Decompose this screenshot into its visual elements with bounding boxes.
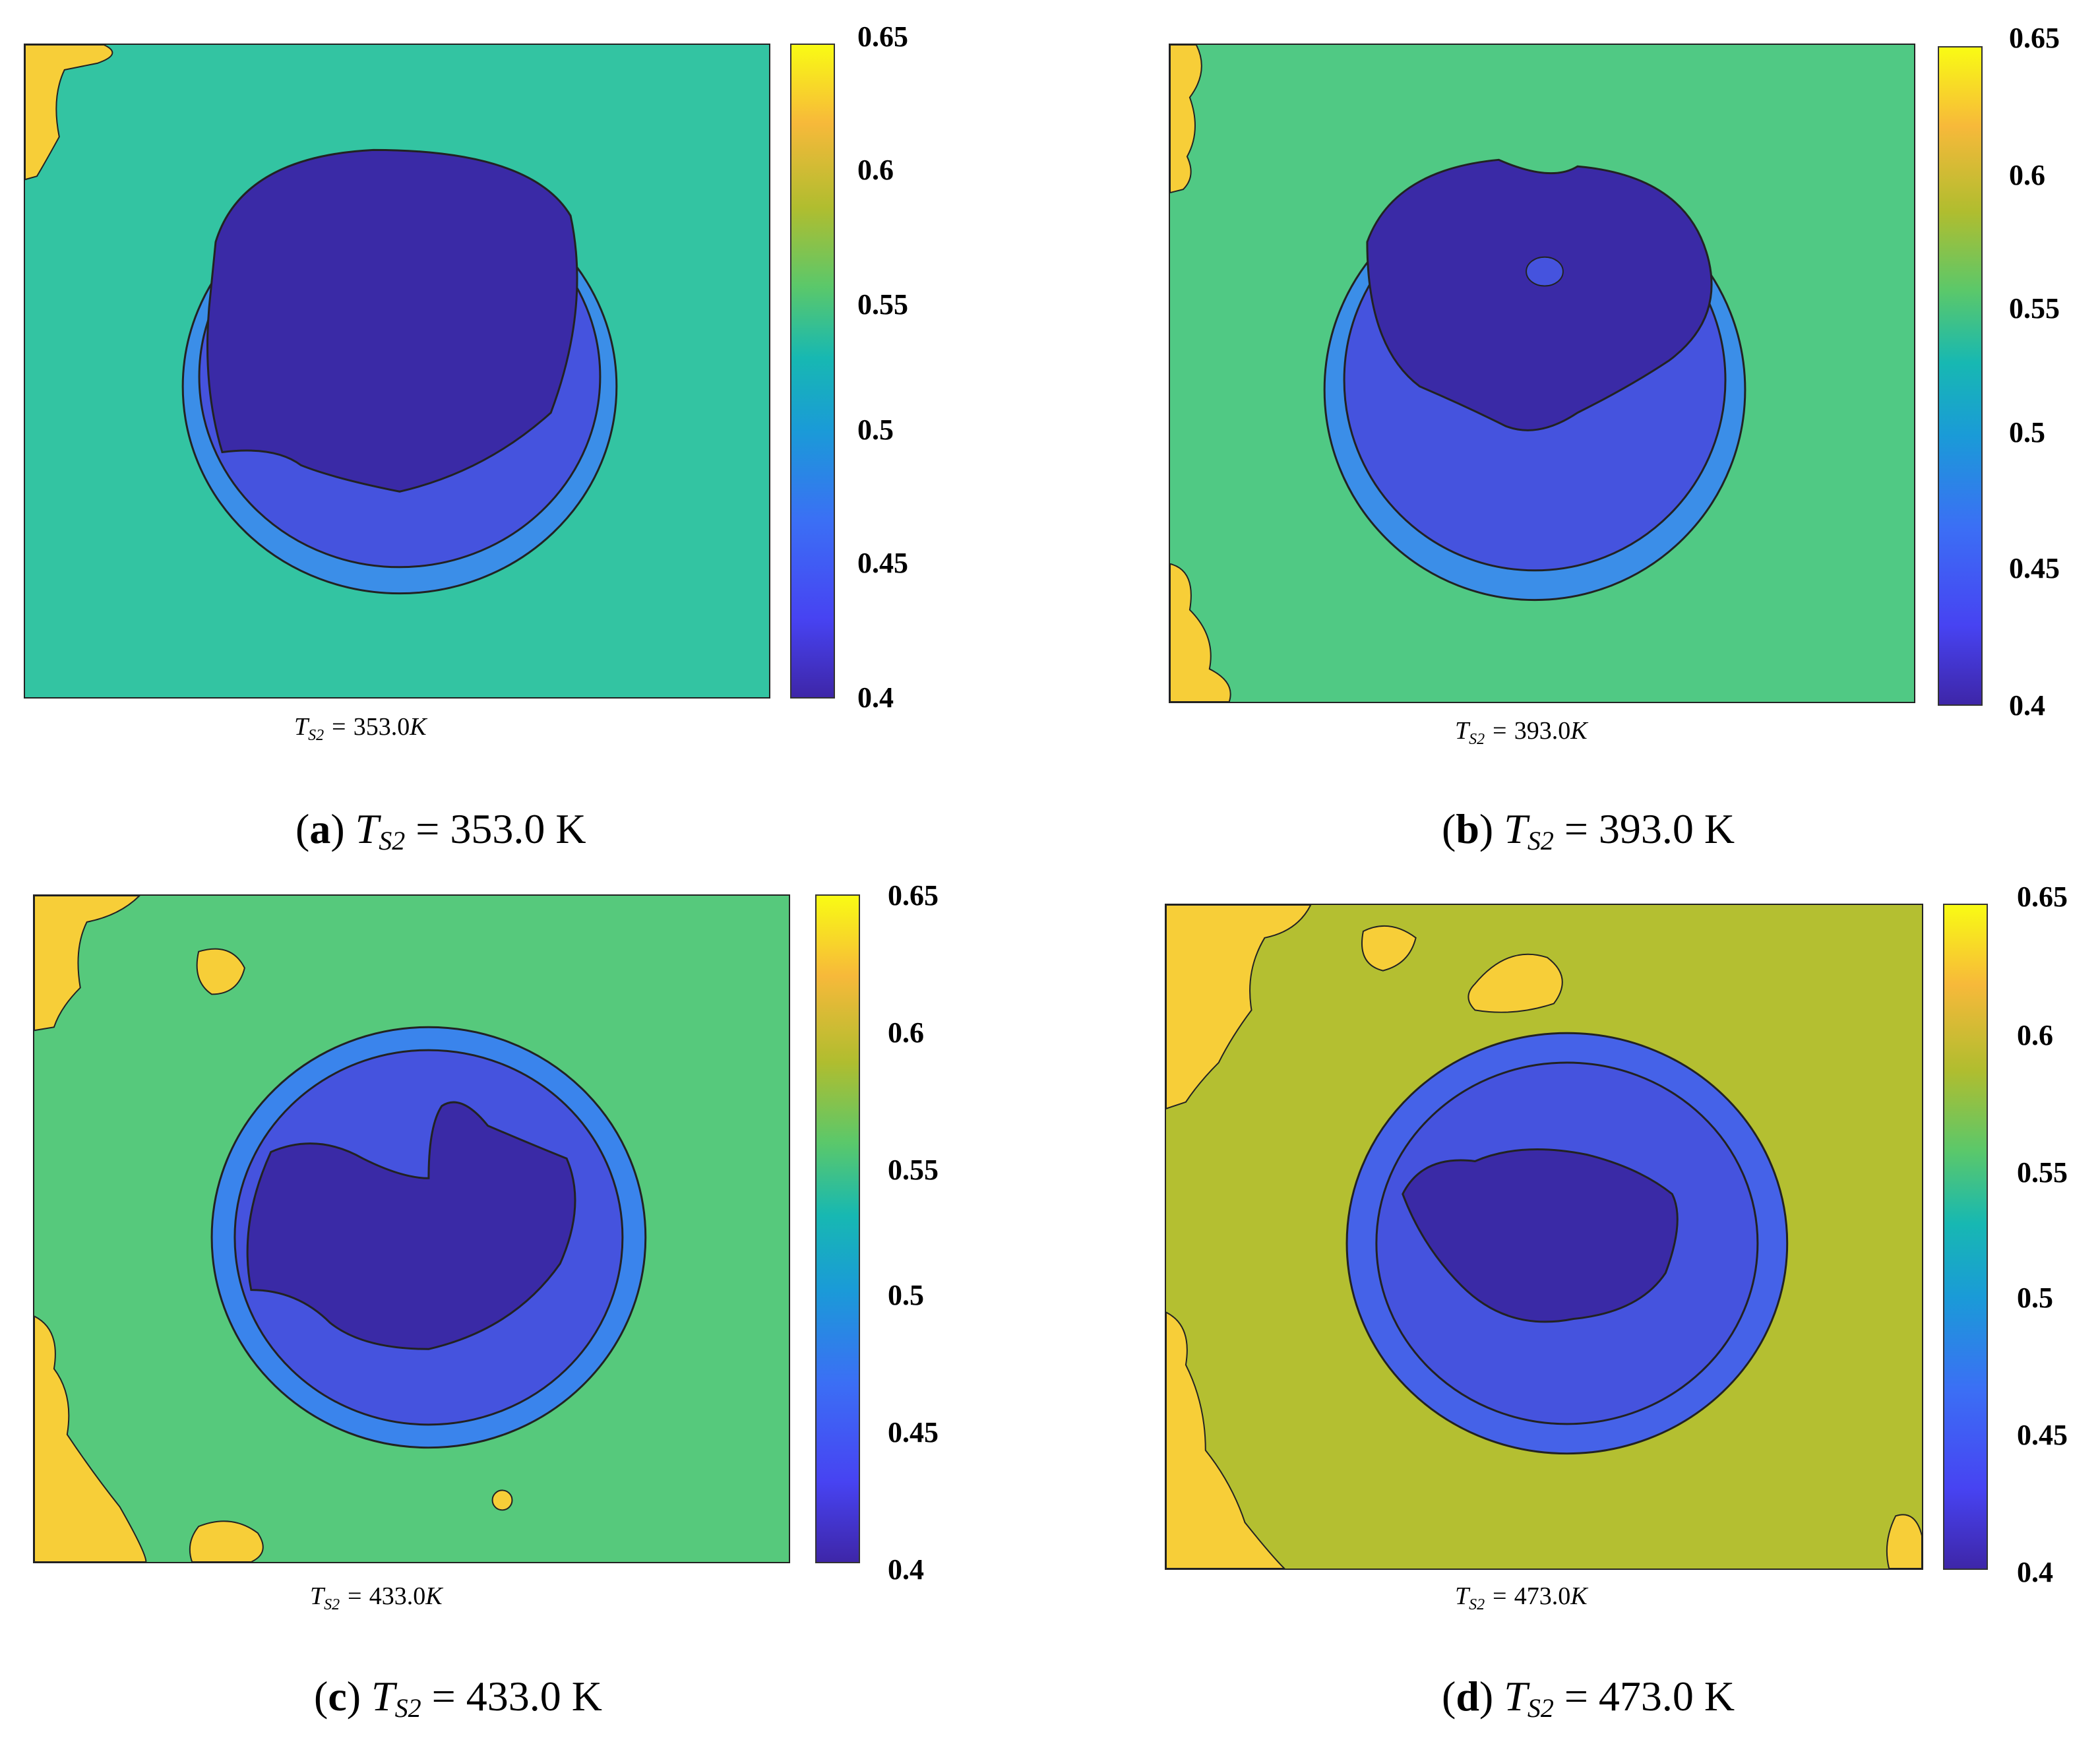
heatmap-plot-b bbox=[1169, 44, 1915, 703]
droplet-hole-b bbox=[1526, 256, 1564, 287]
colorbar-tick-d-045: 0.45 bbox=[2017, 1419, 2068, 1451]
colorbar-tick-a-050: 0.5 bbox=[857, 414, 894, 446]
colorbar-tick-b-055: 0.55 bbox=[2009, 292, 2060, 325]
xlabel-b: TS2 = 393.0K bbox=[1455, 717, 1588, 748]
colorbar-d bbox=[1943, 904, 1988, 1570]
edge-spot-b2 bbox=[1170, 563, 1231, 702]
edge-spot-d5 bbox=[1886, 1514, 1922, 1569]
heatmap-plot-d bbox=[1165, 904, 1923, 1570]
edge-spot-d4 bbox=[1361, 925, 1417, 972]
colorbar-tick-d-060: 0.6 bbox=[2017, 1019, 2053, 1051]
caption-c: (c) TS2 = 433.0 K bbox=[314, 1673, 602, 1723]
colorbar-tick-d-065: 0.65 bbox=[2017, 881, 2068, 913]
xlabel-d: TS2 = 473.0K bbox=[1455, 1582, 1588, 1613]
edge-spot-c2 bbox=[34, 1315, 147, 1562]
colorbar-b bbox=[1938, 46, 1983, 706]
colorbar-tick-c-045: 0.45 bbox=[888, 1416, 939, 1448]
colorbar-tick-a-065: 0.65 bbox=[857, 20, 908, 53]
heatmap-svg-c bbox=[34, 896, 789, 1562]
colorbar-tick-d-050: 0.5 bbox=[2017, 1282, 2053, 1314]
edge-spot-c4 bbox=[189, 1520, 264, 1562]
colorbar-tick-d-055: 0.55 bbox=[2017, 1156, 2068, 1189]
heatmap-plot-c bbox=[33, 894, 790, 1563]
heatmap-svg-d bbox=[1166, 905, 1922, 1569]
caption-a: (a) TS2 = 353.0 K bbox=[295, 805, 586, 855]
heatmap-plot-a bbox=[24, 44, 770, 699]
droplet-core-d bbox=[1402, 1148, 1679, 1323]
colorbar-tick-c-060: 0.6 bbox=[888, 1016, 924, 1049]
xlabel-c: TS2 = 433.0K bbox=[310, 1582, 443, 1613]
colorbar-tick-a-040: 0.4 bbox=[857, 681, 894, 714]
edge-spot-d2 bbox=[1166, 1311, 1285, 1569]
edge-spot-d3 bbox=[1467, 953, 1563, 1013]
colorbar-a bbox=[790, 44, 835, 699]
droplet-core-c bbox=[246, 1101, 576, 1350]
colorbar-tick-d-040: 0.4 bbox=[2017, 1556, 2053, 1588]
colorbar-tick-b-045: 0.45 bbox=[2009, 552, 2060, 584]
edge-spot-d1 bbox=[1166, 905, 1312, 1109]
droplet-core-b bbox=[1366, 158, 1713, 431]
colorbar-tick-a-055: 0.55 bbox=[857, 288, 908, 321]
edge-spot-a1 bbox=[25, 45, 113, 181]
colorbar-tick-a-060: 0.6 bbox=[857, 154, 894, 186]
colorbar-tick-a-045: 0.45 bbox=[857, 547, 908, 579]
colorbar-tick-c-055: 0.55 bbox=[888, 1154, 939, 1186]
colorbar-tick-b-060: 0.6 bbox=[2009, 159, 2045, 191]
heatmap-svg-b bbox=[1170, 45, 1914, 702]
edge-spot-c1 bbox=[34, 896, 140, 1032]
colorbar-tick-b-050: 0.5 bbox=[2009, 416, 2045, 449]
colorbar-tick-b-040: 0.4 bbox=[2009, 689, 2045, 722]
colorbar-c bbox=[815, 894, 860, 1563]
caption-b: (b) TS2 = 393.0 K bbox=[1442, 805, 1735, 855]
droplet-core-a bbox=[206, 148, 578, 493]
colorbar-tick-c-040: 0.4 bbox=[888, 1553, 924, 1586]
edge-spot-c5 bbox=[491, 1489, 513, 1511]
caption-d: (d) TS2 = 473.0 K bbox=[1442, 1673, 1735, 1723]
edge-spot-b1 bbox=[1170, 45, 1202, 194]
heatmap-svg-a bbox=[25, 45, 769, 697]
colorbar-tick-c-050: 0.5 bbox=[888, 1279, 924, 1311]
colorbar-tick-b-065: 0.65 bbox=[2009, 22, 2060, 54]
edge-spot-c3 bbox=[196, 948, 245, 995]
colorbar-tick-c-065: 0.65 bbox=[888, 879, 939, 912]
xlabel-a: TS2 = 353.0K bbox=[294, 713, 427, 744]
